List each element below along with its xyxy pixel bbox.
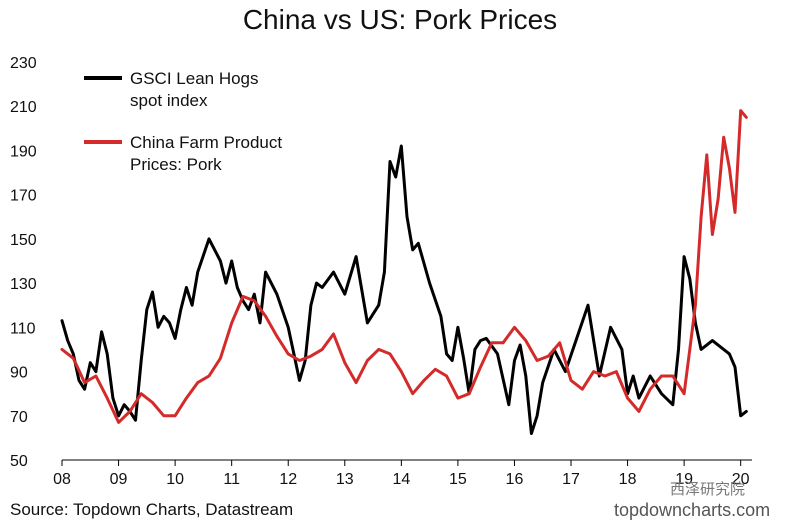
x-tick-label: 20 [732,471,750,488]
chart-axes: 50 70 90 110 130 150 170 190 210 230 08 09 10 11 12 13 1… [10,55,752,488]
x-tick-label: 17 [562,471,580,488]
x-tick-label: 13 [336,471,354,488]
x-tick-label: 11 [223,471,240,488]
x-tick-label: 14 [392,471,410,488]
y-tick-label: 110 [10,320,36,337]
watermark-url: topdowncharts.com [614,500,771,520]
x-tick-label: 08 [53,471,71,488]
y-tick-label: 170 [10,188,37,205]
legend-label: GSCI Lean Hogs [130,69,259,88]
watermark-logo-text: 西泽研究院 [670,481,746,498]
legend-label: China Farm Product [130,133,282,152]
y-tick-label: 190 [10,143,37,160]
source-note: Source: Topdown Charts, Datastream [10,500,294,519]
x-tick-label: 15 [449,471,467,488]
x-tick-label: 09 [110,471,128,488]
chart-legend: GSCI Lean Hogs spot index China Farm Produ… [84,69,282,174]
legend-label: spot index [130,91,208,110]
x-tick-label: 16 [506,471,524,488]
x-tick-label: 18 [619,471,637,488]
y-tick-label: 130 [10,276,37,293]
x-tick-label: 10 [166,471,184,488]
chart-series [60,109,748,435]
x-tick-label: 19 [675,471,693,488]
series-line-china-pork [60,109,748,424]
chart-title: China vs US: Pork Prices [242,4,558,35]
x-tick-label: 12 [279,471,297,488]
y-tick-label: 50 [10,453,28,470]
y-tick-label: 150 [10,232,37,249]
series-line-lean-hogs [60,144,748,435]
y-tick-label: 230 [10,55,37,72]
y-tick-label: 70 [10,409,28,426]
legend-label: Prices: Pork [130,155,222,174]
y-tick-label: 210 [10,99,37,116]
y-tick-label: 90 [10,365,28,382]
